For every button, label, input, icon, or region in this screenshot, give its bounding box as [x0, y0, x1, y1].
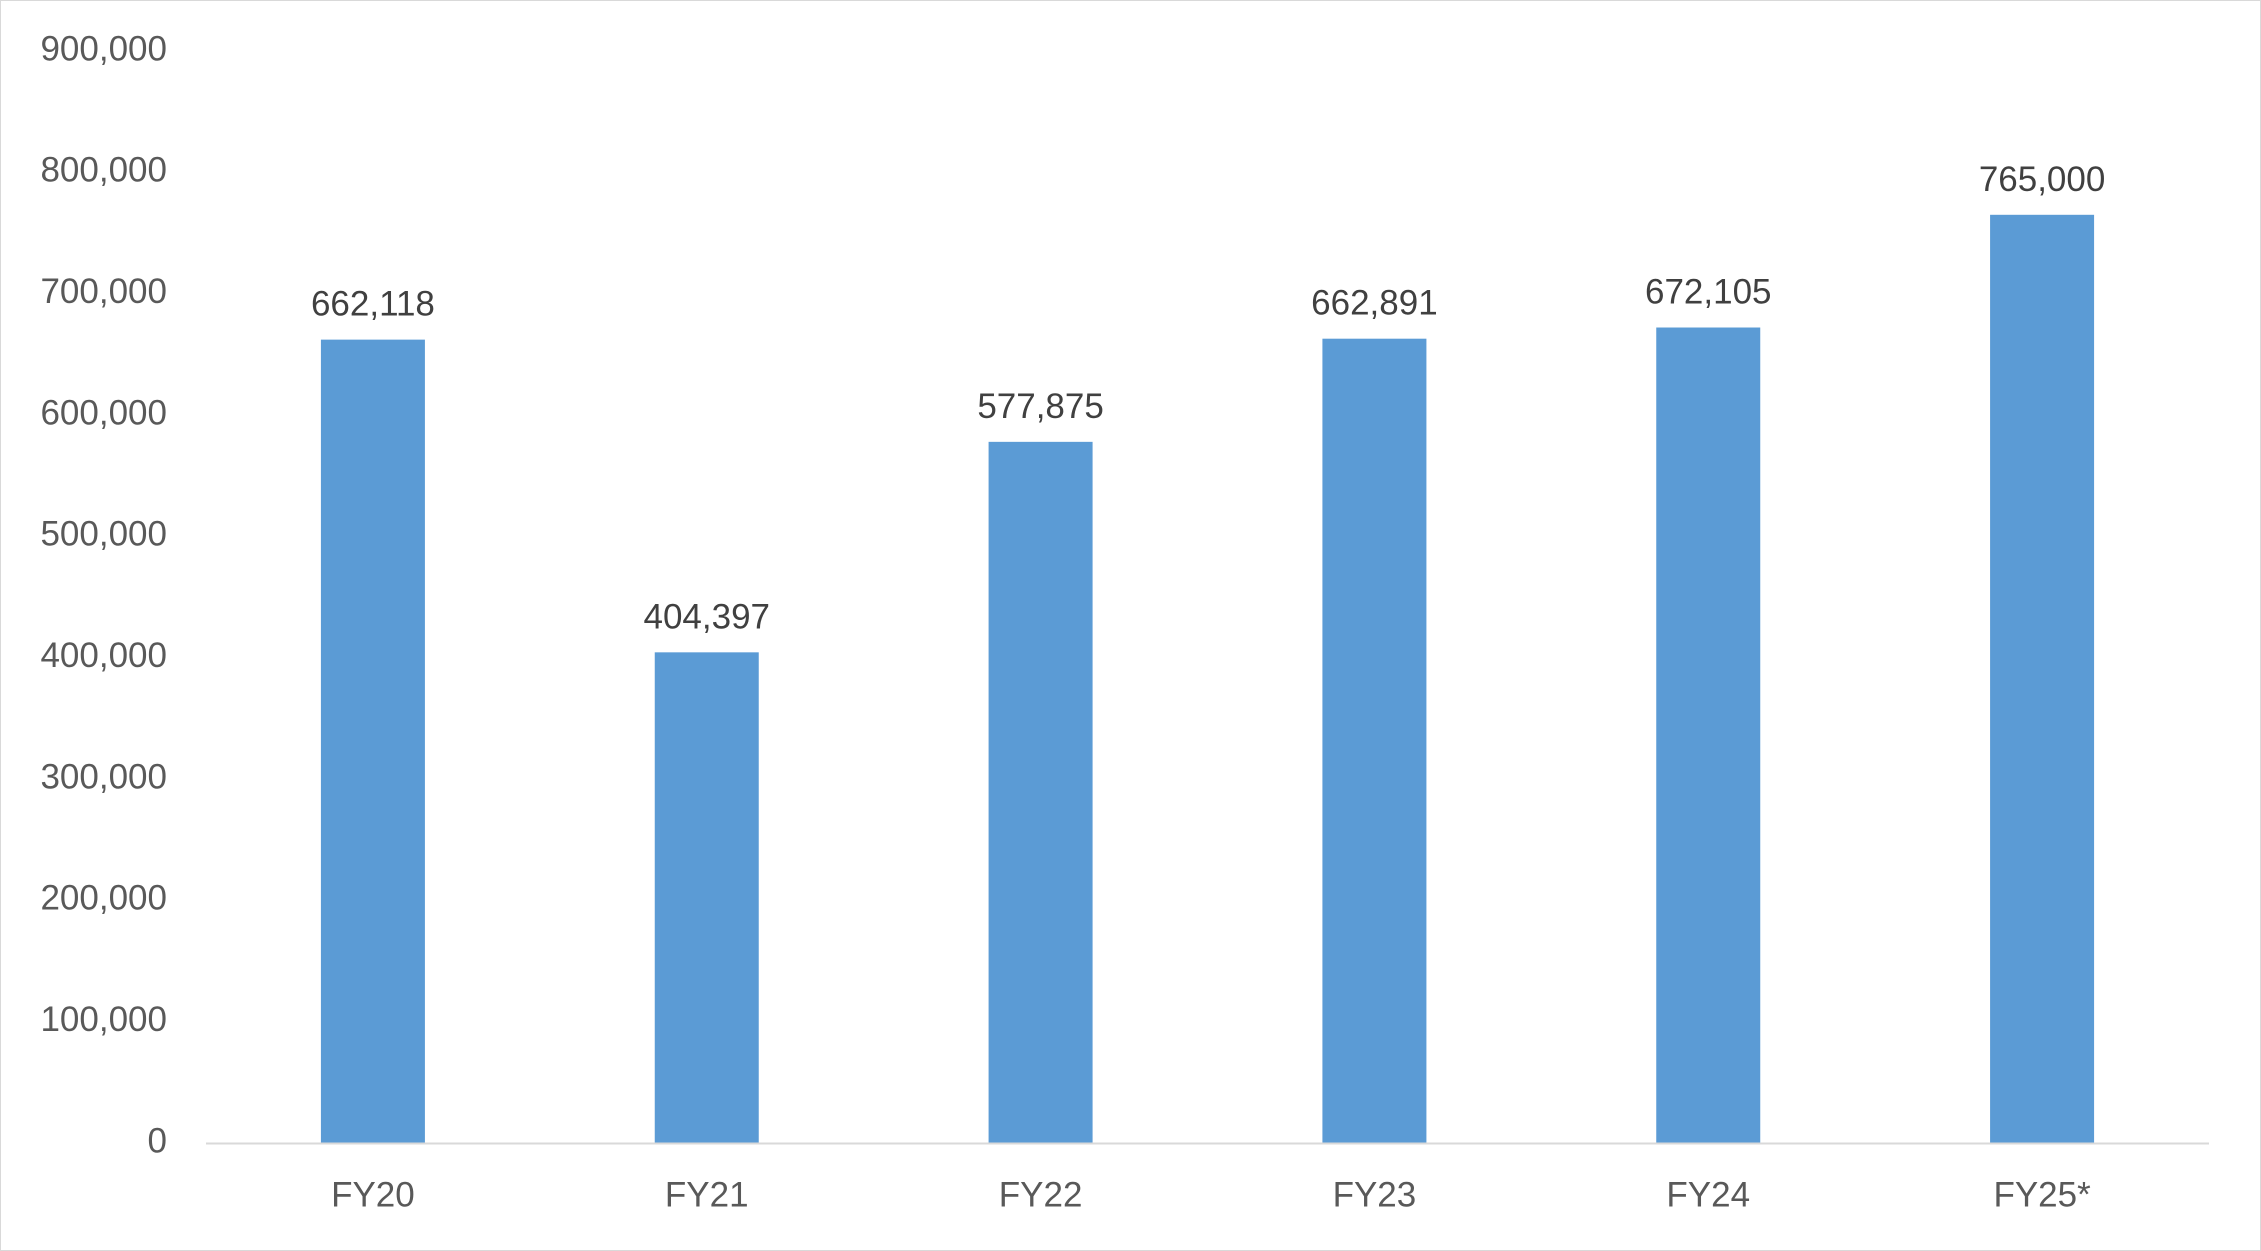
- x-tick-label: FY21: [665, 1175, 749, 1214]
- x-axis-tick-labels: FY20 FY21 FY22 FY23 FY24 FY25*: [331, 1175, 2091, 1214]
- x-tick-label: FY25*: [1993, 1175, 2091, 1214]
- bar-fy20: [320, 339, 425, 1144]
- x-tick-label: FY23: [1333, 1175, 1417, 1214]
- y-tick-label: 0: [148, 1121, 167, 1160]
- y-tick-label: 100,000: [40, 1000, 167, 1039]
- y-tick-label: 700,000: [40, 272, 167, 311]
- y-tick-label: 500,000: [40, 515, 167, 554]
- bar-series: [320, 214, 2095, 1144]
- x-tick-label: FY22: [999, 1175, 1083, 1214]
- y-tick-label: 400,000: [40, 636, 167, 675]
- y-tick-label: 600,000: [40, 393, 167, 432]
- x-tick-label: FY24: [1666, 1175, 1750, 1214]
- bar-fy23: [1322, 338, 1427, 1143]
- y-tick-label: 300,000: [40, 757, 167, 796]
- bar-data-label: 662,118: [311, 285, 435, 324]
- bar-data-label: 404,397: [643, 597, 770, 636]
- bar-fy21: [654, 652, 759, 1143]
- bar-data-label: 662,891: [1311, 284, 1438, 323]
- bar-data-label: 672,105: [1645, 273, 1772, 312]
- bar-data-label: 765,000: [1979, 160, 2106, 199]
- data-labels: 662,118 404,397 577,875 662,891 672,105 765,0…: [311, 160, 2105, 637]
- bar-fy24: [1656, 327, 1761, 1144]
- bar-fy25: [1990, 214, 2095, 1144]
- bar-fy22: [988, 441, 1093, 1144]
- x-tick-label: FY20: [331, 1175, 415, 1214]
- y-tick-label: 200,000: [40, 879, 167, 918]
- bar-data-label: 577,875: [977, 387, 1104, 426]
- y-tick-label: 900,000: [40, 29, 167, 68]
- y-tick-label: 800,000: [40, 151, 167, 190]
- y-axis-tick-labels: 0 100,000 200,000 300,000 400,000 500,000 600,…: [40, 29, 167, 1160]
